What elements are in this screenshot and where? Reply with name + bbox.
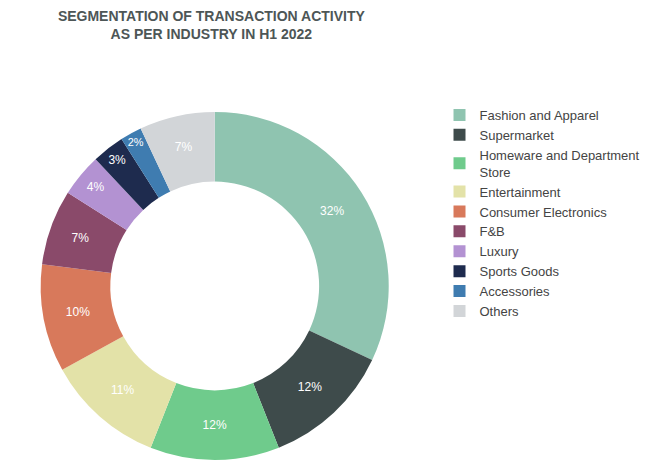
svg-text:32%: 32% xyxy=(320,204,344,218)
svg-text:7%: 7% xyxy=(175,140,193,154)
svg-text:Supermarket: Supermarket xyxy=(480,128,555,143)
svg-text:SEGMENTATION OF TRANSACTION AC: SEGMENTATION OF TRANSACTION ACTIVITYAS P… xyxy=(58,8,366,42)
svg-text:Luxury: Luxury xyxy=(480,244,520,259)
svg-text:4%: 4% xyxy=(87,180,105,194)
svg-text:12%: 12% xyxy=(298,380,322,394)
svg-text:F&B: F&B xyxy=(480,224,505,239)
svg-text:Consumer Electronics: Consumer Electronics xyxy=(480,205,608,220)
svg-text:2%: 2% xyxy=(128,136,144,148)
svg-text:Fashion and Apparel: Fashion and Apparel xyxy=(480,108,599,123)
svg-text:12%: 12% xyxy=(203,418,227,432)
svg-text:10%: 10% xyxy=(66,305,90,319)
svg-text:3%: 3% xyxy=(108,153,126,167)
svg-text:11%: 11% xyxy=(111,383,134,397)
svg-text:Others: Others xyxy=(480,304,520,319)
svg-text:Accessories: Accessories xyxy=(480,284,551,299)
svg-text:7%: 7% xyxy=(71,231,89,245)
svg-text:Entertainment: Entertainment xyxy=(480,185,561,200)
svg-text:Homeware and DepartmentStore: Homeware and DepartmentStore xyxy=(480,148,640,180)
svg-text:Sports Goods: Sports Goods xyxy=(480,264,560,279)
